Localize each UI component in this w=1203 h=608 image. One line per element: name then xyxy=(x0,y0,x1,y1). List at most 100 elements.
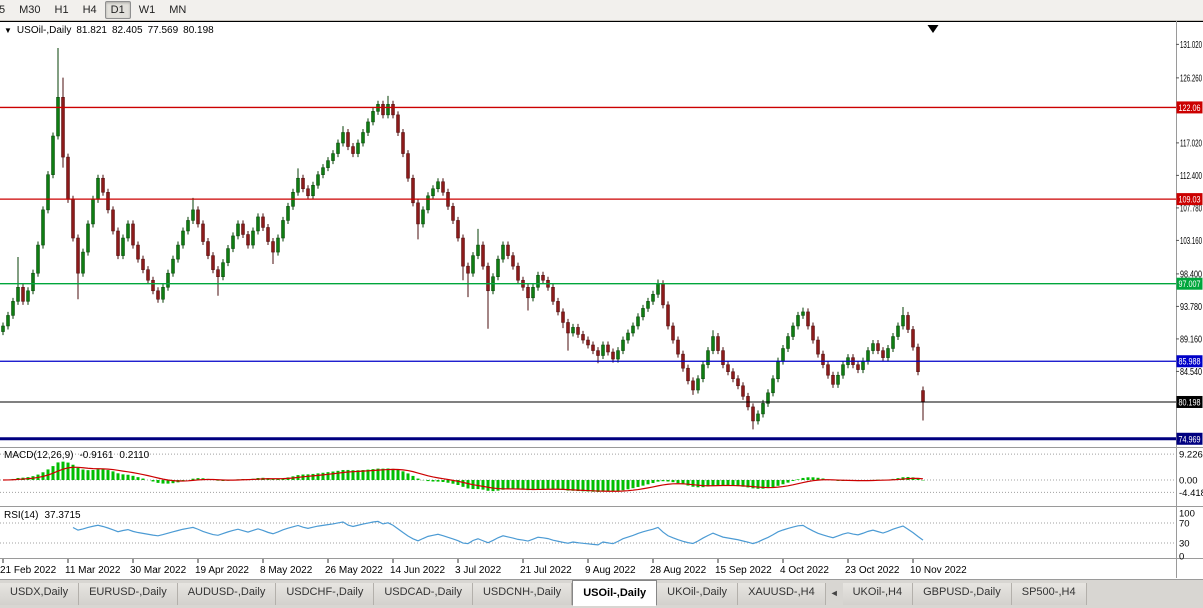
candle-body xyxy=(346,132,350,147)
price-line-badge xyxy=(1176,395,1203,408)
candle-body xyxy=(601,344,605,356)
candle-body xyxy=(421,209,425,225)
candle-body xyxy=(561,311,565,323)
candle-body xyxy=(676,339,680,355)
timeframe-button-5[interactable]: 5 xyxy=(0,4,6,16)
chart-tab-usoil-daily[interactable]: USOil-,Daily xyxy=(572,580,658,606)
tab-scroll-left-icon[interactable]: ◄ xyxy=(829,588,839,598)
price-line-badge xyxy=(1176,193,1203,206)
chart-tab-usdx-daily[interactable]: USDX,Daily xyxy=(0,583,80,605)
chart-tab-audusd-daily[interactable]: AUDUSD-,Daily xyxy=(177,583,277,605)
candle-body xyxy=(186,220,190,232)
timeframe-button-h1[interactable]: H1 xyxy=(54,4,69,16)
candle-body xyxy=(836,374,840,385)
candle-body xyxy=(586,339,590,346)
chart-tab-xauusd-h4[interactable]: XAUUSD-,H4 xyxy=(738,583,826,605)
candle-body xyxy=(636,316,640,327)
candle-body xyxy=(221,262,225,277)
candle-body xyxy=(566,322,570,334)
macd-axis-label: -4.4188 xyxy=(1179,488,1203,499)
price-line-badge-label: 74.969 xyxy=(1179,434,1201,444)
candle-body xyxy=(26,290,30,302)
candle-body xyxy=(46,174,50,211)
chart-tab-ukoil-daily[interactable]: UKOil-,Daily xyxy=(657,583,739,605)
candle-body xyxy=(161,287,165,300)
timeframe-button-d1[interactable]: D1 xyxy=(104,1,131,19)
chart-tab-sp500-h4[interactable]: SP500-,H4 xyxy=(1011,583,1087,605)
candle-body xyxy=(796,315,800,327)
rsi-axis-label: 70 xyxy=(1179,519,1190,530)
price-axis-label: 107.780 xyxy=(1180,203,1202,214)
candle-body xyxy=(136,244,140,260)
chart-tab-usdcad-daily[interactable]: USDCAD-,Daily xyxy=(374,583,473,605)
candle-body xyxy=(791,325,795,337)
candle-body xyxy=(716,336,720,351)
price-axis-label: 98.400 xyxy=(1180,269,1202,280)
chart-tab-eurusd-daily[interactable]: EURUSD-,Daily xyxy=(79,583,178,605)
timeframe-button-m30[interactable]: M30 xyxy=(19,4,41,16)
candle-body xyxy=(611,351,615,360)
candle-body xyxy=(146,269,150,281)
candle-body xyxy=(856,364,860,370)
timeframe-button-w1[interactable]: W1 xyxy=(138,4,156,16)
candle-body xyxy=(411,177,415,204)
candle-body xyxy=(866,350,870,362)
chart-tab-usdchf-daily[interactable]: USDCHF-,Daily xyxy=(276,583,375,605)
date-label: 8 May 2022 xyxy=(260,565,313,576)
candle-body xyxy=(251,230,255,246)
candle-body xyxy=(641,308,645,318)
chart-tab-gbpusd-daily[interactable]: GBPUSD-,Daily xyxy=(913,583,1012,605)
candle-body xyxy=(201,223,205,242)
candle-body xyxy=(166,272,170,288)
candle-body xyxy=(631,325,635,334)
candle-body xyxy=(861,360,865,370)
candle-body xyxy=(701,364,705,379)
macd-indicator-label: MACD(12,26,9) -0.9161 0.2110 xyxy=(4,450,149,461)
candle-body xyxy=(311,184,315,197)
candle-body xyxy=(266,227,270,242)
price-axis-background xyxy=(1177,21,1203,579)
candle-body xyxy=(876,343,880,351)
candle-body xyxy=(61,97,65,158)
candle-body xyxy=(216,269,220,277)
candle-body xyxy=(481,244,485,267)
candle-body xyxy=(606,344,610,353)
candle-body xyxy=(501,244,505,260)
chart-tab-ukoil-h4[interactable]: UKOil-,H4 xyxy=(842,583,914,605)
candle-body xyxy=(451,206,455,221)
candle-body xyxy=(721,350,725,365)
candle-body xyxy=(16,287,20,302)
date-label: 9 Aug 2022 xyxy=(585,565,636,576)
candle-body xyxy=(531,287,535,299)
candle-body xyxy=(431,188,435,197)
candle-body xyxy=(76,237,80,274)
candle-body xyxy=(256,216,260,232)
candle-body xyxy=(1,325,5,332)
candle-body xyxy=(81,251,85,274)
candle-body xyxy=(691,380,695,391)
date-label: 23 Oct 2022 xyxy=(845,565,900,576)
price-axis-label: 126.260 xyxy=(1180,73,1202,84)
candle-body xyxy=(556,301,560,313)
candle-body xyxy=(386,104,390,116)
rsi-axis-label: 30 xyxy=(1179,539,1190,550)
date-label: 30 Mar 2022 xyxy=(130,565,187,576)
timeframe-toolbar: 5 M30 H1 H4 D1 W1 MN xyxy=(0,0,1203,21)
chart-tab-usdcnh-daily[interactable]: USDCNH-,Daily xyxy=(472,583,573,605)
candle-body xyxy=(871,343,875,351)
symbol-dropdown-icon[interactable]: ▼ xyxy=(4,25,12,35)
candle-body xyxy=(486,265,490,292)
quote-open: 81.821 xyxy=(76,25,107,36)
macd-signal-value: 0.2110 xyxy=(119,450,150,461)
timeframe-button-mn[interactable]: MN xyxy=(169,4,187,16)
timeframe-button-h4[interactable]: H4 xyxy=(82,4,97,16)
candle-body xyxy=(551,287,555,302)
chart-region: 131.020 126.260 117.020 112.400 107.780 103.1… xyxy=(0,21,1203,579)
candle-body xyxy=(401,132,405,154)
price-axis: 131.020 126.260 117.020 112.400 107.780 103.1… xyxy=(1176,40,1203,563)
price-axis-label: 84.540 xyxy=(1180,367,1202,378)
candle-body xyxy=(726,364,730,372)
candle-body xyxy=(596,350,600,356)
candle-body xyxy=(176,244,180,260)
date-label: 11 Mar 2022 xyxy=(65,565,121,576)
